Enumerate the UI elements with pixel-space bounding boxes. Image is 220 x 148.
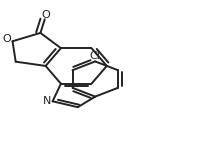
Text: N: N bbox=[43, 96, 51, 106]
Text: O: O bbox=[42, 10, 51, 20]
Text: Cl: Cl bbox=[90, 51, 101, 61]
Text: O: O bbox=[2, 34, 11, 44]
